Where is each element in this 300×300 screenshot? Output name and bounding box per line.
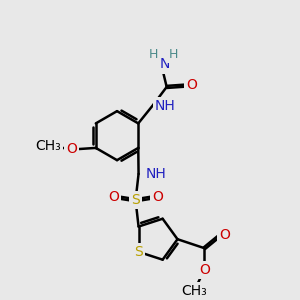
Text: S: S bbox=[134, 245, 143, 259]
Text: CH₃: CH₃ bbox=[35, 140, 61, 153]
Text: H: H bbox=[149, 47, 158, 61]
Text: N: N bbox=[160, 58, 170, 71]
Text: O: O bbox=[152, 190, 163, 204]
Text: NH: NH bbox=[145, 167, 166, 181]
Text: O: O bbox=[219, 228, 230, 242]
Text: O: O bbox=[66, 142, 77, 156]
Text: S: S bbox=[131, 193, 140, 207]
Text: H: H bbox=[169, 47, 178, 61]
Text: O: O bbox=[186, 78, 197, 92]
Text: NH: NH bbox=[155, 99, 176, 113]
Text: CH₃: CH₃ bbox=[181, 284, 207, 298]
Text: O: O bbox=[108, 190, 119, 204]
Text: O: O bbox=[199, 263, 210, 277]
